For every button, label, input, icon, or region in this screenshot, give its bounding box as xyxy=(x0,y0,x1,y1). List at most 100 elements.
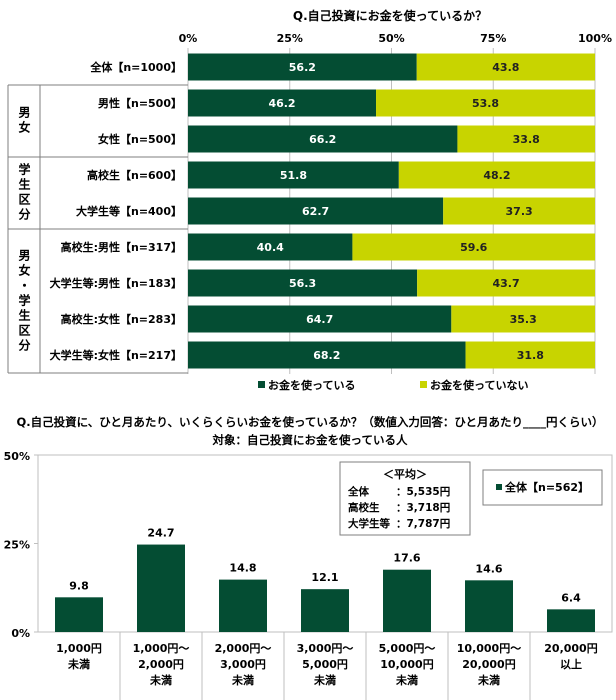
bar-segment-not-used xyxy=(352,233,595,261)
bar-segment-not-used xyxy=(457,125,595,153)
group-label: 男女・学生区分 xyxy=(8,229,40,373)
data-label: 51.8 xyxy=(280,169,307,182)
data-label: 46.2 xyxy=(268,97,295,110)
chart2-subtitle: 対象：自己投資にお金を使っている人 xyxy=(212,433,408,447)
category-label: 1,000円 xyxy=(56,642,102,655)
category-label: 5,000円 xyxy=(302,658,348,671)
category-label: 3,000円～ xyxy=(297,642,354,655)
data-label: 24.7 xyxy=(147,527,174,540)
category-label: 10,000円～ xyxy=(457,642,521,655)
category-label: 未満 xyxy=(477,673,500,687)
data-label: 33.8 xyxy=(513,133,540,146)
category-label: 未満 xyxy=(231,673,254,687)
category-label: 高校生:男性【n=317】 xyxy=(61,240,182,254)
bar-segment-not-used xyxy=(451,305,595,333)
group-label: 男女 xyxy=(8,85,40,157)
data-label: 35.3 xyxy=(510,313,537,326)
bar xyxy=(383,569,431,632)
data-label: 14.6 xyxy=(475,562,502,575)
bar xyxy=(547,609,595,632)
average-label: 大学生等 xyxy=(348,517,390,530)
chart2-title: Q.自己投資に、ひと月あたり、いくらくらいお金を使っているか？（数値入力回答：ひ… xyxy=(16,415,603,430)
category-label: 全体【n=1000】 xyxy=(89,60,182,74)
data-label: 48.2 xyxy=(483,169,510,182)
category-label: 未満 xyxy=(395,673,418,687)
legend-box xyxy=(482,469,603,506)
category-label: 1,000円～ xyxy=(133,642,190,655)
category-label: 5,000円～ xyxy=(379,642,436,655)
bar-segment-used xyxy=(188,305,452,333)
group-label: 学生区分 xyxy=(8,157,40,229)
category-label: 以上 xyxy=(560,657,582,671)
bar xyxy=(137,544,185,632)
chart1-title: Q.自己投資にお金を使っているか？ xyxy=(293,8,487,23)
x-tick-label: 100% xyxy=(578,32,612,45)
bar xyxy=(301,589,349,632)
legend-swatch xyxy=(420,381,427,388)
data-label: 14.8 xyxy=(229,562,256,575)
bar-segment-used xyxy=(188,197,444,225)
y-tick-label: 25% xyxy=(4,539,30,552)
bar-segment-not-used xyxy=(443,197,595,225)
data-label: 68.2 xyxy=(313,349,340,362)
category-label: 未満 xyxy=(313,673,336,687)
category-label: 3,000円 xyxy=(220,658,266,671)
bar-segment-used xyxy=(188,89,377,117)
category-label: 未満 xyxy=(149,673,172,687)
group-label-text: 男女・学生区分 xyxy=(17,248,31,354)
bar xyxy=(55,597,103,632)
average-box xyxy=(339,461,471,536)
legend-swatch xyxy=(258,381,265,388)
data-label: 59.6 xyxy=(460,241,487,254)
y-tick-label: 0% xyxy=(11,627,30,640)
data-label: 56.3 xyxy=(289,277,316,290)
average-label: 高校生 xyxy=(348,501,380,514)
y-tick-label: 50% xyxy=(4,450,30,463)
average-value: ：3,718円 xyxy=(396,502,450,514)
group-label-text: 学生区分 xyxy=(17,163,31,223)
data-label: 12.1 xyxy=(311,571,338,584)
bar-segment-used xyxy=(188,233,353,261)
category-label: 10,000円 xyxy=(380,658,433,671)
bar-segment-used xyxy=(188,125,458,153)
group-label-text: 男女 xyxy=(17,106,31,136)
bar xyxy=(465,580,513,632)
data-label: 43.7 xyxy=(493,277,520,290)
data-label: 56.2 xyxy=(289,61,316,74)
legend-label: お金を使っている xyxy=(268,378,355,392)
category-label: 2,000円～ xyxy=(215,642,272,655)
legend-swatch xyxy=(496,484,502,490)
bar-segment-used xyxy=(188,269,418,297)
category-label: 高校生:女性【n=283】 xyxy=(61,312,182,326)
average-label: 全体 xyxy=(347,485,369,498)
bar-segment-not-used xyxy=(417,269,595,297)
bar-segment-not-used xyxy=(416,53,595,81)
category-label: 20,000円 xyxy=(462,658,515,671)
x-tick-label: 75% xyxy=(480,32,506,45)
data-label: 6.4 xyxy=(561,591,581,604)
category-label: 女性【n=500】 xyxy=(98,132,182,146)
category-label: 20,000円 xyxy=(544,642,597,655)
bar-segment-not-used xyxy=(465,341,595,369)
category-label: 2,000円 xyxy=(138,658,184,671)
category-label: 高校生【n=600】 xyxy=(87,168,182,182)
bar xyxy=(219,579,267,632)
bar-segment-used xyxy=(188,161,399,189)
average-value: ：7,787円 xyxy=(396,518,450,530)
data-label: 9.8 xyxy=(69,579,89,592)
x-tick-label: 25% xyxy=(277,32,303,45)
data-label: 64.7 xyxy=(306,313,333,326)
category-label: 大学生等:女性【n=217】 xyxy=(50,348,182,362)
data-label: 53.8 xyxy=(472,97,499,110)
data-label: 66.2 xyxy=(309,133,336,146)
bar-segment-not-used xyxy=(376,89,595,117)
data-label: 43.8 xyxy=(492,61,519,74)
category-label: 男性【n=500】 xyxy=(98,96,182,110)
bar-segment-not-used xyxy=(398,161,595,189)
data-label: 62.7 xyxy=(302,205,329,218)
legend-label: お金を使っていない xyxy=(430,378,528,392)
x-tick-label: 0% xyxy=(179,32,198,45)
data-label: 37.3 xyxy=(506,205,533,218)
